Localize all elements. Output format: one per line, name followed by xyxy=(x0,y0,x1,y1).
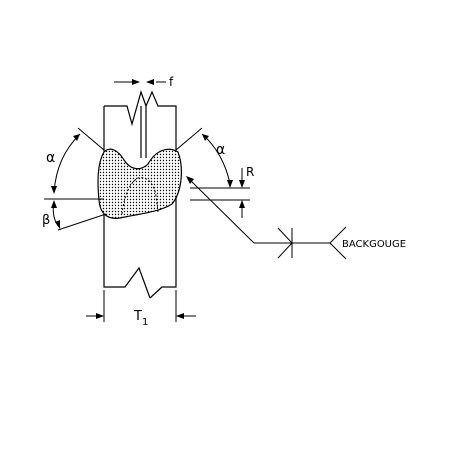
root-radius-label: R xyxy=(246,165,254,179)
leader-line xyxy=(186,176,330,244)
bevel-angle: β xyxy=(42,198,107,231)
welding-symbol: BACKGOUGE xyxy=(277,226,406,260)
left-alpha-label: α xyxy=(46,150,55,166)
thickness-subscript: 1 xyxy=(142,317,148,328)
bevel-angle-label: β xyxy=(42,213,50,228)
weld-bead xyxy=(97,148,182,219)
backgouge-outline xyxy=(121,177,159,215)
right-alpha-label: α xyxy=(216,142,225,158)
right-groove-angle: α xyxy=(175,127,233,188)
thickness-label: T1 xyxy=(133,309,148,328)
root-radius-dimension: R xyxy=(190,165,254,218)
left-groove-angle: α xyxy=(46,127,105,194)
backgouge-label: BACKGOUGE xyxy=(342,239,406,250)
thickness-dimension: T1 xyxy=(86,290,196,328)
plate-outline xyxy=(103,90,177,299)
root-face-label: f xyxy=(169,75,174,89)
root-face-dimension: f xyxy=(114,75,174,89)
thickness-symbol: T xyxy=(133,309,142,324)
